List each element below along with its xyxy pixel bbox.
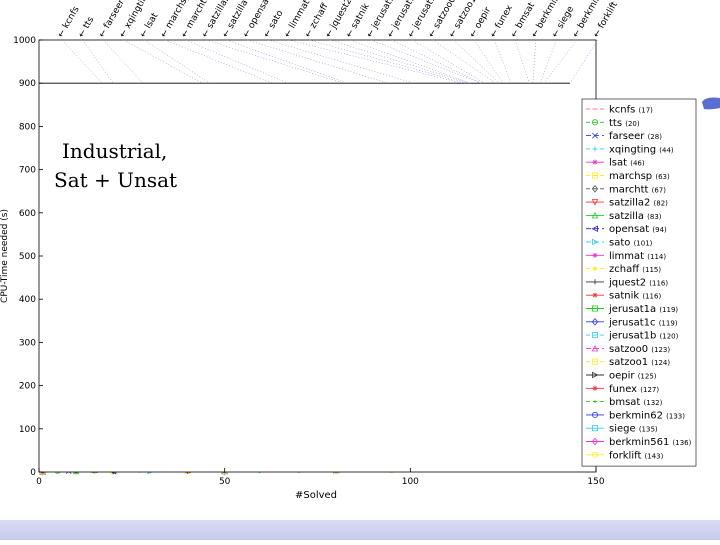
plot-frame bbox=[38, 39, 597, 473]
y-tick-label: 200 bbox=[19, 382, 36, 392]
data-point bbox=[591, 199, 599, 206]
legend-label: tts (20) bbox=[609, 118, 640, 129]
legend-label: xqingting (44) bbox=[609, 144, 674, 155]
legend-label: satzilla2 (82) bbox=[609, 198, 668, 209]
data-point bbox=[592, 266, 598, 272]
legend-label: jerusat1b (120) bbox=[608, 331, 679, 342]
x-axis-label: #Solved bbox=[295, 490, 337, 501]
x-tick-label: 50 bbox=[219, 477, 231, 487]
data-point bbox=[591, 225, 598, 232]
leader-line bbox=[103, 39, 144, 84]
data-point bbox=[592, 305, 599, 312]
leader-line bbox=[350, 39, 470, 84]
y-tick-label: 300 bbox=[19, 338, 36, 348]
legend-label: satzilla (83) bbox=[609, 211, 662, 222]
legend-label: marchtt (67) bbox=[609, 184, 666, 195]
data-point bbox=[592, 411, 599, 418]
annotation-line-1: Industrial, bbox=[62, 139, 167, 163]
legend-label: satnik (116) bbox=[609, 291, 661, 302]
leader-line bbox=[247, 39, 389, 84]
data-point bbox=[591, 211, 599, 219]
slide-footer-band bbox=[0, 520, 720, 540]
legend-label: funex (127) bbox=[609, 384, 659, 395]
leader-line bbox=[412, 39, 485, 84]
legend-box bbox=[581, 98, 697, 467]
legend: kcnfs (17) tts (20) farseer (28) xqingting … bbox=[581, 98, 697, 467]
leader-line bbox=[309, 39, 467, 84]
leader-line bbox=[144, 39, 210, 84]
slide-bullet-icon bbox=[702, 97, 720, 110]
leader-line bbox=[432, 39, 496, 84]
legend-label: forklift (143) bbox=[609, 450, 664, 461]
y-tick-label: 100 bbox=[19, 425, 36, 435]
data-point bbox=[592, 332, 599, 339]
data-point bbox=[592, 132, 598, 139]
data-point bbox=[591, 184, 599, 193]
annotation-line-2: Sat + Unsat bbox=[54, 168, 177, 192]
legend-label: marchsp (63) bbox=[609, 171, 670, 182]
y-tick-label: 800 bbox=[19, 122, 36, 132]
leader-line bbox=[61, 39, 103, 84]
data-point bbox=[592, 371, 599, 379]
leader-line bbox=[329, 39, 470, 84]
data-point bbox=[592, 425, 599, 432]
y-tick-label: 400 bbox=[19, 295, 36, 305]
top-label: ← tts bbox=[77, 15, 97, 39]
data-point bbox=[592, 159, 598, 165]
legend-label: zchaff (115) bbox=[609, 264, 661, 275]
data-point bbox=[591, 344, 599, 352]
leader-line bbox=[532, 39, 537, 84]
legend-label: siege (135) bbox=[609, 424, 658, 435]
data-point bbox=[592, 292, 598, 298]
legend-label: berkmin561 (136) bbox=[609, 437, 692, 448]
legend-label: limmat (114) bbox=[609, 251, 666, 262]
y-tick-label: 600 bbox=[19, 209, 36, 219]
legend-label: kcnfs (17) bbox=[609, 105, 653, 116]
legend-label: satzoo0 (123) bbox=[609, 344, 670, 355]
leader-line bbox=[569, 39, 598, 84]
y-tick-label: 700 bbox=[19, 166, 36, 176]
legend-label: opensat (94) bbox=[609, 224, 667, 235]
y-tick-label: 0 bbox=[30, 468, 36, 478]
top-label: ← lsat bbox=[138, 11, 160, 39]
y-tick-label: 900 bbox=[19, 79, 36, 89]
data-point bbox=[592, 172, 599, 179]
legend-label: jerusat1a (119) bbox=[608, 304, 678, 315]
data-point bbox=[592, 451, 599, 458]
legend-label: berkmin62 (133) bbox=[609, 410, 685, 421]
legend-label: bmsat (132) bbox=[609, 397, 663, 408]
data-point bbox=[592, 279, 598, 285]
data-point bbox=[592, 385, 598, 391]
data-point bbox=[591, 317, 599, 326]
data-point bbox=[592, 238, 599, 246]
legend-label: satzoo1 (124) bbox=[609, 357, 670, 368]
axes: 0 100 200 300 400 500 600 700 800 900 1000 0 50 100 15… bbox=[13, 36, 605, 487]
y-axis-label: CPU-Time needed (s) bbox=[0, 209, 10, 303]
x-tick-label: 100 bbox=[402, 477, 419, 487]
legend-label: sato (101) bbox=[609, 238, 653, 249]
data-point bbox=[592, 252, 598, 258]
legend-label: jerusat1c (119) bbox=[608, 317, 678, 328]
leader-line bbox=[185, 39, 288, 84]
data-point bbox=[592, 146, 598, 152]
x-tick-label: 0 bbox=[36, 477, 42, 487]
legend-label: oepir (125) bbox=[609, 371, 657, 382]
leader-line bbox=[164, 39, 274, 84]
leader-line bbox=[267, 39, 415, 84]
y-tick-label: 500 bbox=[19, 252, 36, 262]
y-tick-label: 1000 bbox=[13, 36, 36, 46]
data-point bbox=[591, 437, 599, 446]
legend-label: lsat (46) bbox=[609, 158, 645, 169]
leader-line bbox=[226, 39, 348, 84]
data-point bbox=[592, 119, 599, 126]
leader-line bbox=[543, 39, 578, 84]
legend-label: farseer (28) bbox=[609, 131, 662, 142]
legend-label: jquest2 (116) bbox=[608, 277, 668, 288]
data-point bbox=[593, 400, 597, 403]
data-point bbox=[592, 358, 599, 365]
x-tick-label: 150 bbox=[587, 477, 604, 487]
